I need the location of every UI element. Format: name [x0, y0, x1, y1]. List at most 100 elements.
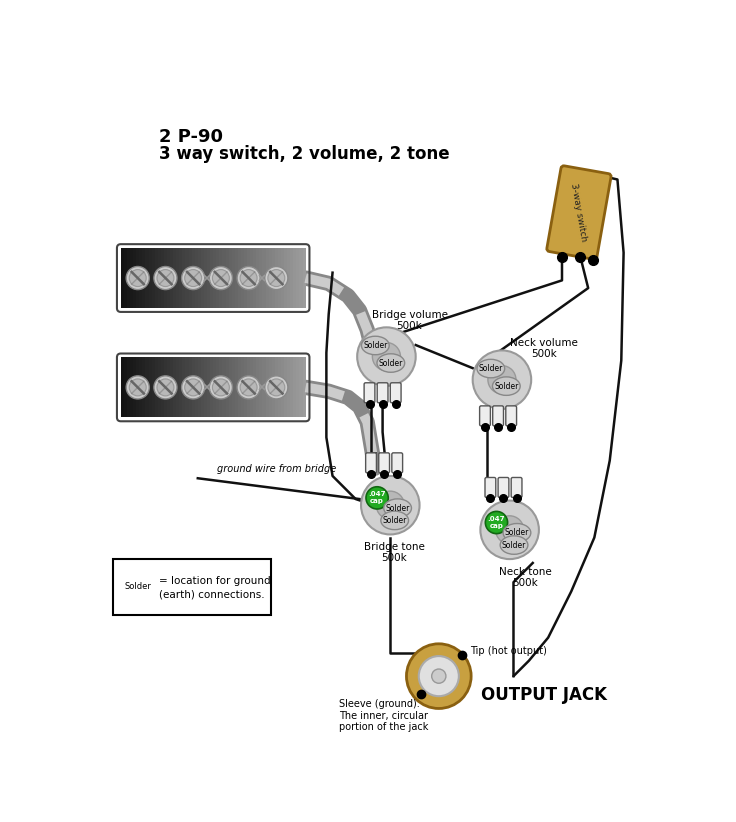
Bar [198, 248, 202, 308]
Bar [210, 358, 214, 418]
Bar [219, 358, 223, 418]
Text: 500k: 500k [531, 349, 557, 359]
Bar [263, 358, 266, 418]
Circle shape [481, 501, 539, 559]
FancyBboxPatch shape [512, 478, 522, 497]
Bar [155, 358, 158, 418]
Bar [158, 248, 162, 308]
Bar [241, 248, 245, 308]
Bar [185, 358, 189, 418]
Text: = location for ground: = location for ground [159, 575, 271, 585]
Bar [284, 358, 288, 418]
Bar [250, 248, 254, 308]
Bar [152, 248, 155, 308]
Bar [244, 358, 248, 418]
Bar [207, 358, 211, 418]
Bar [146, 358, 149, 418]
Circle shape [126, 266, 149, 289]
Circle shape [268, 379, 285, 396]
Bar [297, 248, 300, 308]
Text: .047
cap: .047 cap [369, 492, 386, 505]
Bar [183, 248, 186, 308]
Bar [146, 248, 149, 308]
Circle shape [376, 492, 404, 520]
Text: Bridge volume: Bridge volume [372, 311, 447, 321]
Bar [164, 358, 168, 418]
Circle shape [366, 487, 389, 509]
Circle shape [130, 379, 146, 396]
Ellipse shape [503, 524, 531, 542]
FancyBboxPatch shape [392, 453, 403, 473]
Bar [235, 358, 238, 418]
Bar [127, 248, 131, 308]
Bar [232, 248, 236, 308]
Circle shape [209, 266, 233, 289]
Circle shape [240, 379, 257, 396]
Bar [170, 248, 174, 308]
Circle shape [182, 266, 205, 289]
FancyBboxPatch shape [485, 478, 496, 497]
Circle shape [485, 511, 508, 533]
Bar [201, 248, 205, 308]
Bar [253, 248, 257, 308]
Text: 500k: 500k [512, 578, 538, 588]
Text: Solder: Solder [124, 582, 151, 591]
Bar [204, 248, 208, 308]
Bar [185, 248, 189, 308]
Bar [161, 248, 165, 308]
Bar [263, 248, 266, 308]
Bar [130, 358, 134, 418]
Text: Neck tone: Neck tone [499, 567, 551, 577]
Bar [259, 248, 263, 308]
Text: OUTPUT JACK: OUTPUT JACK [481, 686, 607, 704]
Bar [238, 358, 241, 418]
Bar [244, 248, 248, 308]
Bar [139, 248, 143, 308]
Bar [127, 358, 131, 418]
Text: 500k: 500k [381, 553, 407, 563]
Bar [136, 248, 140, 308]
Text: Solder: Solder [363, 341, 388, 350]
Bar [173, 358, 177, 418]
Bar [213, 358, 217, 418]
Bar [180, 248, 183, 308]
Bar [176, 248, 180, 308]
Text: 2 P-90: 2 P-90 [159, 128, 223, 145]
Bar [302, 358, 306, 418]
Text: Solder: Solder [378, 358, 403, 367]
Bar [238, 248, 241, 308]
Bar [281, 248, 285, 308]
Bar [281, 358, 285, 418]
Bar [152, 358, 155, 418]
Text: 3-way switch: 3-way switch [570, 182, 589, 242]
Circle shape [265, 266, 288, 289]
Bar [161, 358, 165, 418]
Bar [158, 358, 162, 418]
Bar [213, 248, 217, 308]
Ellipse shape [361, 336, 389, 355]
Text: Solder: Solder [478, 364, 503, 373]
Bar [201, 358, 205, 418]
Circle shape [361, 476, 420, 534]
Circle shape [240, 270, 257, 287]
Circle shape [185, 270, 202, 287]
Bar [139, 358, 143, 418]
Bar [259, 358, 263, 418]
Ellipse shape [377, 353, 405, 372]
Bar [176, 358, 180, 418]
Circle shape [473, 350, 531, 409]
Bar [167, 248, 171, 308]
Circle shape [357, 327, 416, 386]
Bar [225, 248, 230, 308]
Bar [133, 248, 137, 308]
Bar [302, 248, 306, 308]
FancyBboxPatch shape [547, 166, 611, 260]
Bar [225, 358, 230, 418]
Circle shape [154, 266, 177, 289]
Bar [293, 358, 297, 418]
Bar [133, 358, 137, 418]
Bar [272, 358, 275, 418]
Text: 500k: 500k [397, 321, 422, 331]
Bar [195, 358, 199, 418]
Bar [204, 358, 208, 418]
